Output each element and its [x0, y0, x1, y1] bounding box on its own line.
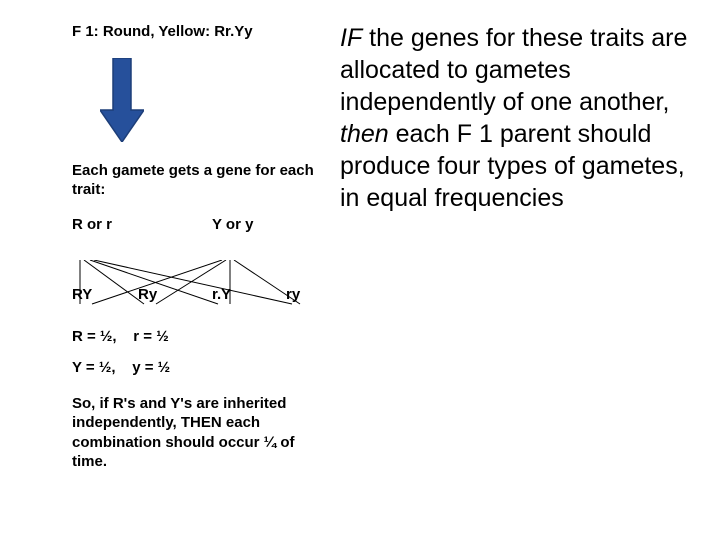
- combo-Ry: Ry: [138, 286, 157, 303]
- freq-Y-line: Y = ½, y = ½: [72, 359, 332, 376]
- gamete-intro: Each gamete gets a gene for each trait:: [72, 161, 332, 200]
- freq-Y: Y = ½,: [72, 359, 116, 376]
- freq-R: R = ½,: [72, 328, 117, 345]
- conclusion-text: So, if R's and Y's are inherited indepen…: [72, 394, 332, 472]
- combo-rY: r.Y: [212, 286, 231, 303]
- right-text-1: the genes for these traits are allocated…: [340, 24, 687, 116]
- right-paragraph: IF the genes for these traits are alloca…: [340, 22, 690, 214]
- allele-row: R or r Y or y: [72, 216, 332, 236]
- freq-R-line: R = ½, r = ½: [72, 328, 332, 345]
- freq-y: y = ½: [132, 359, 170, 376]
- combo-RY: RY: [72, 286, 92, 303]
- if-word: IF: [340, 24, 362, 52]
- freq-r: r = ½: [133, 328, 168, 345]
- down-arrow: [100, 58, 332, 147]
- right-text-2: each F 1 parent should produce four type…: [340, 120, 685, 212]
- combo-ry: ry: [286, 286, 300, 303]
- then-word: then: [340, 120, 389, 148]
- allele-Y-or-y: Y or y: [212, 216, 253, 233]
- combo-row: RY Ry r.Y ry: [72, 286, 332, 306]
- allele-R-or-r: R or r: [72, 216, 112, 233]
- f1-title: F 1: Round, Yellow: Rr.Yy: [72, 22, 332, 42]
